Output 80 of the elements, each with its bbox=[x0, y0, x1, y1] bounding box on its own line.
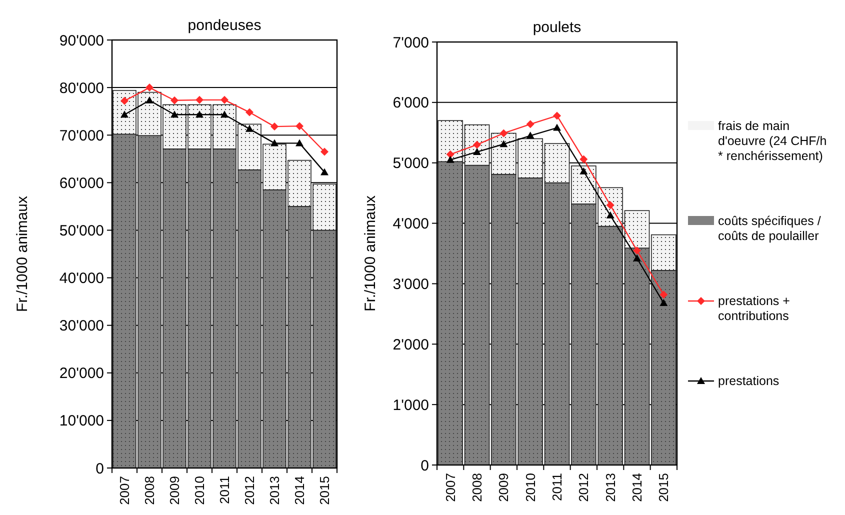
point bbox=[170, 110, 178, 118]
point bbox=[606, 211, 614, 218]
point bbox=[270, 139, 278, 146]
y-tick-label: 80'000 bbox=[59, 80, 104, 97]
point bbox=[526, 132, 534, 139]
point bbox=[146, 84, 154, 92]
point bbox=[196, 110, 204, 118]
y-tick-label: 0 bbox=[420, 457, 429, 474]
x-tick-label: 2009 bbox=[496, 473, 512, 502]
x-tick-label: 2011 bbox=[550, 473, 565, 501]
y-tick-label: 7'000 bbox=[392, 34, 429, 52]
x-tick-label: 2010 bbox=[192, 476, 208, 505]
point bbox=[170, 96, 178, 104]
point bbox=[296, 122, 304, 130]
x-tick-label: 2015 bbox=[317, 476, 332, 505]
y-tick-label: 20'000 bbox=[59, 365, 104, 382]
point bbox=[220, 110, 228, 118]
legend-label: prestations bbox=[718, 374, 780, 388]
point bbox=[660, 290, 668, 299]
x-tick-label: 2012 bbox=[576, 473, 592, 502]
chart-title: pondeuses bbox=[188, 17, 262, 34]
y-tick-label: 4'000 bbox=[392, 216, 429, 233]
x-tick-label: 2009 bbox=[167, 476, 182, 505]
y-tick-label: 1'000 bbox=[392, 396, 429, 414]
point bbox=[120, 110, 128, 118]
legend-label: prestations + contributions bbox=[718, 294, 790, 323]
x-tick-label: 2012 bbox=[242, 476, 258, 505]
y-tick-label: 0 bbox=[96, 460, 104, 478]
x-tick-label: 2014 bbox=[292, 476, 308, 505]
x-tick-label: 2015 bbox=[656, 473, 672, 502]
point bbox=[500, 140, 508, 148]
point bbox=[120, 96, 128, 105]
y-tick-label: 90'000 bbox=[59, 32, 104, 50]
x-tick-label: 2014 bbox=[630, 473, 645, 502]
point bbox=[296, 139, 304, 146]
legend-label: frais de main d'oeuvre (24 CHF/h * renchérissement) bbox=[718, 119, 827, 163]
point bbox=[580, 167, 588, 174]
point bbox=[606, 201, 614, 210]
x-tick-label: 2013 bbox=[602, 473, 618, 502]
point bbox=[473, 148, 481, 155]
x-tick-label: 2010 bbox=[522, 473, 538, 502]
x-tick-label: 2008 bbox=[142, 476, 158, 505]
y-tick-label: 6'000 bbox=[392, 94, 429, 112]
point bbox=[446, 156, 454, 163]
point bbox=[553, 112, 561, 120]
y-tick-label: 2'000 bbox=[392, 336, 429, 354]
point bbox=[246, 108, 254, 116]
point bbox=[246, 124, 254, 132]
x-tick-label: 2007 bbox=[117, 476, 132, 505]
point bbox=[526, 120, 534, 128]
point bbox=[446, 150, 454, 158]
chart-title: poulets bbox=[532, 19, 582, 36]
x-tick-label: 2011 bbox=[217, 476, 232, 504]
y-tick-label: 5'000 bbox=[392, 155, 429, 172]
point bbox=[580, 155, 588, 164]
y-tick-label: 60'000 bbox=[59, 174, 104, 192]
point bbox=[196, 96, 204, 104]
legend-label: coûts spécifiques / coûts de poulailler bbox=[718, 214, 822, 243]
point bbox=[553, 124, 561, 131]
x-tick-label: 2007 bbox=[442, 473, 458, 502]
point bbox=[660, 299, 668, 306]
y-tick-label: 10'000 bbox=[59, 412, 104, 430]
point bbox=[270, 122, 278, 131]
y-tick-label: 70'000 bbox=[59, 127, 104, 144]
y-tick-label: 3'000 bbox=[392, 276, 429, 293]
point bbox=[220, 96, 228, 104]
y-axis-title: Fr./1000 animaux bbox=[14, 196, 31, 312]
point bbox=[320, 168, 328, 176]
point bbox=[500, 129, 508, 138]
point bbox=[320, 148, 328, 156]
x-tick-label: 2008 bbox=[470, 473, 485, 502]
y-tick-label: 40'000 bbox=[59, 270, 104, 288]
point bbox=[146, 96, 154, 104]
point bbox=[473, 140, 481, 149]
point bbox=[633, 254, 641, 262]
point bbox=[633, 246, 641, 254]
x-tick-label: 2013 bbox=[267, 476, 282, 505]
y-tick-label: 30'000 bbox=[59, 318, 104, 335]
y-axis-title: Fr./1000 animaux bbox=[362, 195, 379, 312]
y-tick-label: 50'000 bbox=[59, 222, 104, 240]
